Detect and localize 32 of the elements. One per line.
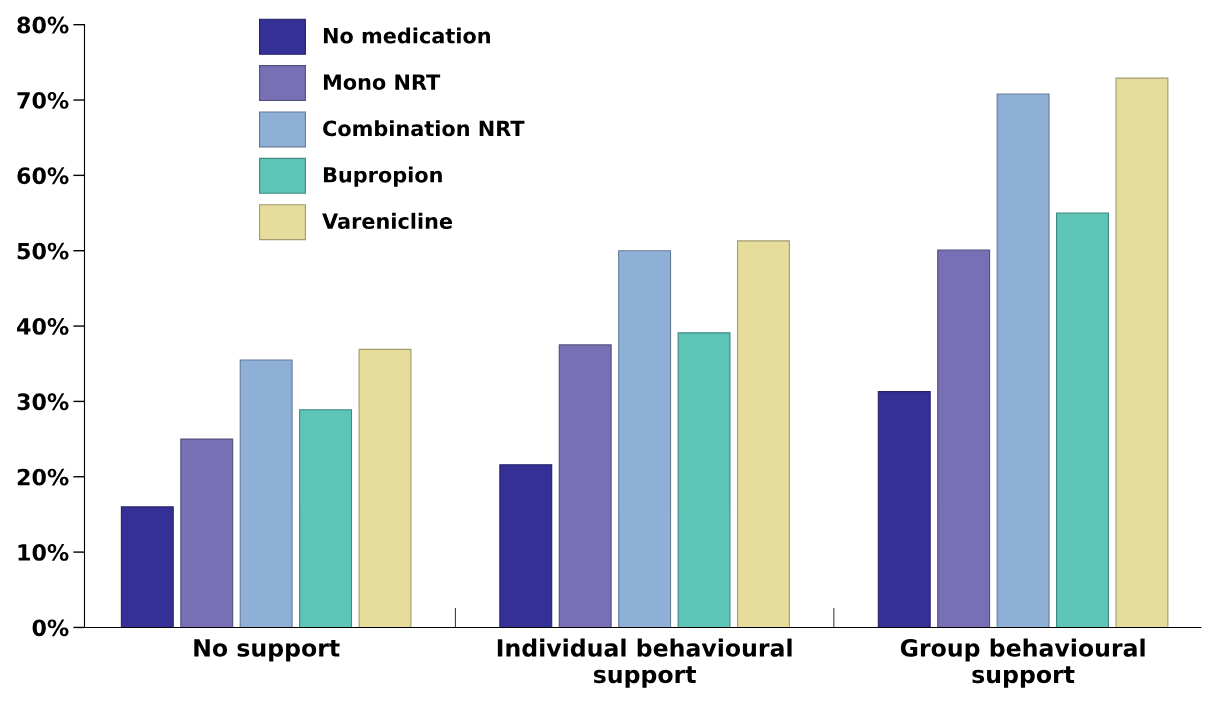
bar: [299, 409, 353, 628]
y-tick-label: 50%: [17, 242, 69, 260]
bar: [677, 332, 731, 628]
legend-label: Varenicline: [322, 212, 453, 229]
bar: [558, 344, 612, 628]
bar: [618, 250, 672, 628]
y-tick-label: 70%: [17, 91, 69, 109]
y-tick-label: 10%: [18, 544, 69, 561]
legend-label: Bupropion: [323, 166, 442, 187]
x-tick-label: Group behavioural support: [900, 638, 1145, 688]
x-tick-label: No support: [194, 639, 340, 662]
bar: [1115, 77, 1169, 628]
legend-label: Mono NRT: [323, 74, 441, 90]
bar: [736, 240, 790, 628]
bar: [180, 438, 234, 628]
bar: [358, 348, 412, 628]
y-tick-label: 30%: [17, 393, 69, 411]
bar: [937, 249, 991, 628]
bar: [877, 391, 931, 628]
y-tick-label: 20%: [17, 468, 69, 486]
x-tick-label: Individual behavioural support: [497, 638, 792, 688]
bar: [120, 506, 174, 628]
bar: [239, 359, 293, 628]
bar: [996, 93, 1050, 628]
legend-label: Combination NRT: [323, 120, 525, 137]
bar: [1056, 212, 1109, 628]
y-tick-label: 60%: [17, 167, 69, 185]
legend-label: No medication: [323, 27, 490, 44]
y-tick-label: 40%: [17, 318, 69, 335]
bar: [499, 464, 553, 628]
y-tick-label: 0%: [32, 619, 69, 637]
y-tick-label: 80%: [17, 16, 69, 34]
